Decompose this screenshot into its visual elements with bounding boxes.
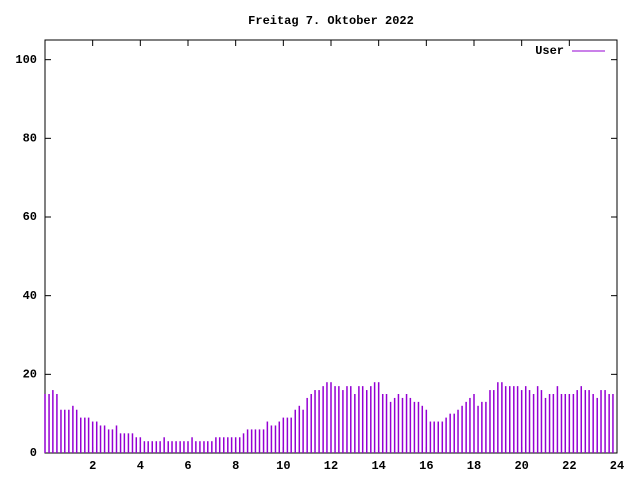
legend-label: User bbox=[535, 44, 564, 58]
x-tick-label: 22 bbox=[562, 459, 576, 473]
x-tick-label: 8 bbox=[232, 459, 239, 473]
y-tick-label: 60 bbox=[23, 210, 37, 224]
x-tick-label: 18 bbox=[467, 459, 481, 473]
x-tick-label: 20 bbox=[514, 459, 528, 473]
y-tick-label: 0 bbox=[30, 446, 37, 460]
x-tick-label: 4 bbox=[137, 459, 144, 473]
y-tick-label: 40 bbox=[23, 289, 37, 303]
x-tick-label: 14 bbox=[371, 459, 385, 473]
x-tick-label: 16 bbox=[419, 459, 433, 473]
x-tick-label: 24 bbox=[610, 459, 624, 473]
y-tick-label: 80 bbox=[23, 132, 37, 146]
x-tick-label: 6 bbox=[184, 459, 191, 473]
x-tick-label: 10 bbox=[276, 459, 290, 473]
x-tick-label: 2 bbox=[89, 459, 96, 473]
x-tick-label: 12 bbox=[324, 459, 338, 473]
y-tick-label: 20 bbox=[23, 368, 37, 382]
chart-title: Freitag 7. Oktober 2022 bbox=[248, 14, 414, 28]
y-tick-label: 100 bbox=[15, 53, 37, 67]
